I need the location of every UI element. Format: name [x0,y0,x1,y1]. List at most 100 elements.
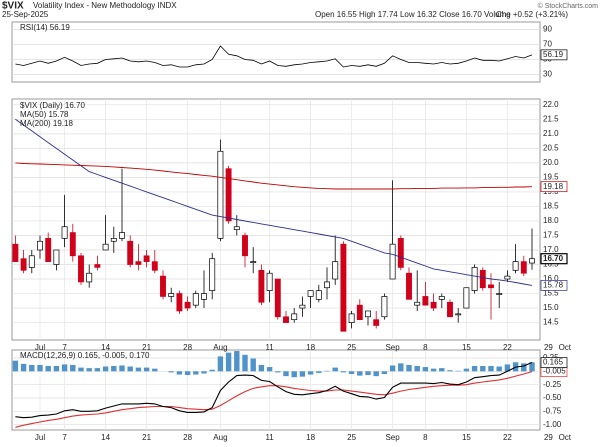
x-tick-label: 7 [62,343,67,352]
y-tick-label: 22.0 [543,100,559,109]
series-label: RSI(14) 56.19 [20,23,70,32]
histogram-bar [357,371,363,376]
candle-body [315,290,322,300]
histogram-bar [373,371,379,377]
candle-body [447,301,453,318]
y-tick-label: -1.00 [543,420,562,429]
candle-body [381,296,388,318]
quote: Open 16.55 High 17.74 Low 16.32 Close 16… [315,10,511,19]
histogram-bar [61,364,68,372]
macd-line [15,361,533,419]
histogram-bar [496,366,502,372]
candle-body [348,313,355,323]
histogram-bar [250,358,256,372]
candle-body [332,261,339,280]
x-tick-label: 14 [101,433,110,442]
histogram-bar [242,354,248,372]
y-tick-label: 15.0 [543,303,559,312]
histogram-bar [488,366,494,372]
histogram-bar [45,366,51,372]
candle-body [422,296,429,306]
rsi-line [15,45,533,68]
candle-body [110,238,117,242]
histogram-bar [480,366,486,372]
y-tick-label: 16.0 [543,274,559,283]
y-tick-label: 21.0 [543,129,559,138]
candle-body [184,301,191,309]
candle-body [463,287,470,309]
candle-body [512,261,519,271]
x-tick-label: Jul [35,433,45,442]
candle-body [258,269,265,303]
candle-body [291,313,298,321]
x-tick-label: 15 [462,343,471,352]
candle-body [201,293,207,300]
x-tick-label: 22 [503,343,512,352]
x-tick-label: 8 [423,433,428,442]
x-tick-label: Sep [385,433,400,442]
histogram-bar [176,371,183,375]
candle-body [209,258,216,291]
x-tick-label: 7 [62,433,67,442]
x-tick-label: 15 [462,433,471,442]
candle-body [356,304,363,321]
candle-body [455,313,462,316]
histogram-bar [184,371,191,376]
candle-body [86,272,93,283]
histogram-bar [316,371,322,373]
y-tick-label: 90 [543,25,552,34]
candle-body [168,293,175,297]
x-tick-label: 21 [142,343,151,352]
macd-line [15,371,533,428]
candle-body [37,240,43,251]
candle-body [397,238,404,268]
histogram-bar [529,362,535,372]
y-tick-label: 17.5 [543,231,559,240]
candle-body [479,269,486,289]
candle-body [414,301,421,306]
y-tick-label: -0.25 [543,380,562,389]
histogram-bar [307,371,314,375]
source: © StockCharts.com [538,2,599,10]
candle-body [176,293,183,312]
y-tick-label: 17.0 [543,245,559,254]
candle-body [143,255,150,262]
x-tick-label: Aug [213,433,227,442]
candle-body [471,267,478,291]
candle-body [28,255,35,268]
histogram-bar [439,368,445,372]
histogram-bar [299,371,306,377]
candle-body [389,243,396,280]
histogram-bar [332,367,338,372]
x-tick-label: 22 [503,433,512,442]
legend-label: MA(50) 15.78 [20,110,69,119]
value-tag-label: 19.18 [543,182,564,191]
candle-body [160,275,166,297]
candle-body [61,226,68,239]
histogram-bar [447,370,453,372]
candle-body [94,264,101,268]
histogram-bar [324,370,330,372]
candle-body [233,226,240,231]
histogram-bar [365,371,371,376]
candle-body [20,258,27,271]
histogram-bar [143,367,150,372]
histogram-bar [414,366,420,372]
histogram-bar [193,371,199,375]
histogram-bar [209,369,215,372]
x-tick-label: 18 [306,343,315,352]
x-tick-label: 8 [423,343,428,352]
candle-body [438,296,445,300]
histogram-bar [20,363,27,372]
histogram-bar [275,371,281,373]
y-tick-label: 70 [543,40,552,49]
y-tick-label: 20.5 [543,143,559,152]
candle-body [45,238,52,262]
histogram-bar [422,367,429,372]
x-tick-label: 14 [101,343,110,352]
candle-body [274,278,281,318]
macd-panel [11,349,541,431]
histogram-bar [504,364,511,372]
